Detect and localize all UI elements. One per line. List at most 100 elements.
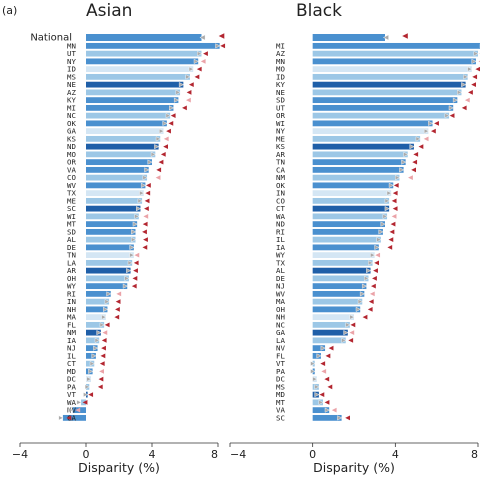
range-marker (331, 407, 337, 413)
range-marker (393, 182, 399, 188)
state-label: NC (276, 320, 285, 329)
x-tick-label: 8 (211, 448, 218, 461)
range-marker (99, 361, 105, 367)
range-marker (75, 407, 81, 413)
point-marker (193, 58, 199, 64)
state-label: RI (276, 227, 285, 236)
point-marker (463, 74, 469, 80)
point-marker (122, 283, 128, 289)
range-marker (182, 105, 187, 111)
state-label: MT (67, 220, 76, 229)
range-marker (325, 353, 331, 359)
state-label: MD (67, 367, 76, 376)
point-marker (355, 306, 361, 312)
bar (86, 306, 108, 313)
state-label: WV (276, 289, 285, 298)
point-marker (310, 361, 316, 367)
bar (312, 228, 383, 235)
bar (312, 414, 342, 421)
point-marker (376, 237, 382, 243)
range-marker (203, 51, 208, 57)
range-marker (116, 291, 122, 297)
state-label: MI (67, 103, 76, 112)
range-marker (144, 198, 150, 204)
state-label: WI (67, 212, 76, 221)
bar (312, 174, 400, 181)
range-marker (155, 175, 161, 181)
range-marker (143, 237, 148, 243)
state-label: NE (276, 88, 285, 97)
range-marker (472, 74, 478, 80)
bar (312, 159, 406, 166)
state-label: WA (276, 212, 285, 221)
bar (86, 259, 133, 266)
state-label: SD (67, 227, 76, 236)
range-marker (133, 268, 138, 274)
bar (312, 298, 363, 305)
range-marker (327, 384, 333, 390)
state-label: GA (67, 127, 76, 136)
state-label: KY (67, 96, 76, 105)
point-marker (473, 51, 479, 57)
bar (86, 205, 141, 212)
range-marker (115, 306, 120, 312)
point-marker (370, 252, 376, 258)
x-tick-label: 4 (149, 448, 156, 461)
state-label: VA (67, 165, 76, 174)
point-marker (401, 159, 407, 165)
bar (312, 104, 454, 111)
bar (312, 190, 392, 197)
point-marker (359, 291, 365, 297)
bar (86, 58, 199, 65)
state-label: OK (67, 119, 76, 128)
state-label: MO (67, 150, 76, 159)
state-label: AR (276, 150, 285, 159)
point-marker (165, 113, 171, 119)
state-label: AL (67, 235, 76, 244)
bar (312, 58, 476, 65)
bar (86, 244, 134, 251)
point-marker (452, 97, 458, 103)
range-marker (349, 330, 355, 336)
bar (86, 182, 146, 189)
range-marker (156, 167, 162, 173)
range-marker (449, 113, 455, 119)
point-marker (384, 206, 390, 212)
range-marker (133, 260, 139, 266)
point-marker (150, 151, 156, 157)
bar (312, 151, 408, 158)
state-label: TN (276, 158, 285, 167)
state-label: DC (276, 375, 285, 384)
panel-black: BlackMIAZMNMOIDKYNESDUTORWINYMEKSARTNCAN… (229, 1, 480, 475)
bar (312, 290, 365, 297)
bar (86, 298, 110, 305)
point-marker (343, 330, 349, 336)
point-marker (409, 144, 415, 150)
range-marker (144, 206, 149, 212)
point-marker (103, 306, 109, 312)
state-label: ND (276, 220, 285, 229)
bar (86, 290, 111, 297)
state-label: KS (276, 142, 285, 151)
point-marker (129, 252, 135, 258)
state-label: SC (276, 413, 285, 422)
state-label: MO (276, 65, 285, 74)
point-marker (388, 182, 394, 188)
point-marker (314, 384, 320, 390)
point-marker (88, 368, 94, 374)
state-label: SC (67, 204, 76, 213)
point-marker (58, 415, 64, 421)
bar (86, 42, 220, 49)
x-tick-label: −4 (12, 448, 28, 461)
range-marker (168, 120, 174, 126)
point-marker (68, 407, 74, 413)
state-label: UT (276, 103, 285, 112)
state-label: WY (276, 251, 285, 260)
state-label: IL (276, 235, 285, 244)
bar (312, 135, 421, 142)
state-label: KS (67, 134, 76, 143)
bar (312, 267, 371, 274)
bar (86, 81, 184, 88)
x-tick-label: 8 (471, 448, 478, 461)
state-label: LA (67, 258, 76, 267)
